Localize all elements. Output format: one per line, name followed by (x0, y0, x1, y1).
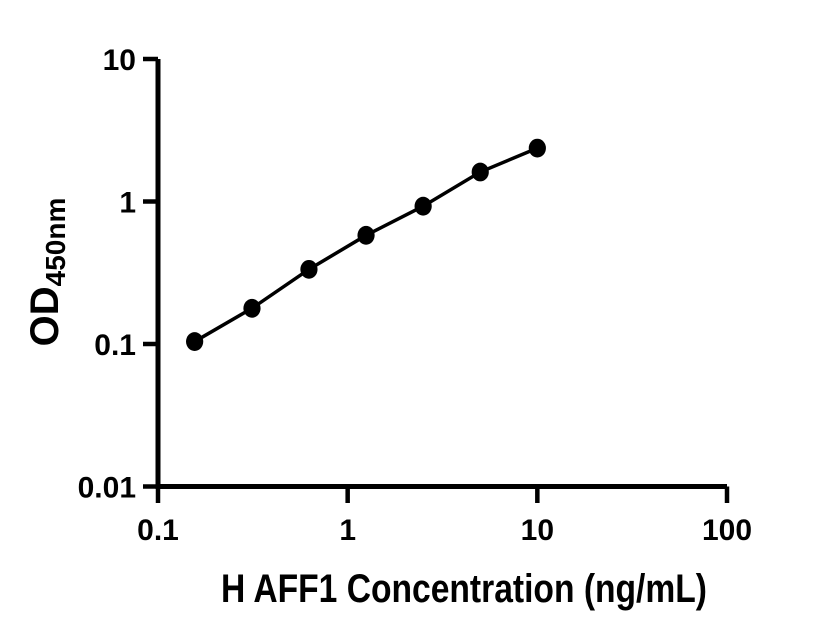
x-tick-label: 1 (339, 514, 356, 547)
data-point (471, 162, 489, 182)
data-point (243, 298, 261, 318)
y-tick-label: 10 (103, 44, 136, 77)
y-tick-label: 0.01 (78, 472, 136, 505)
x-tick-label: 0.1 (137, 514, 179, 547)
y-axis-title-main: OD (23, 286, 67, 346)
y-axis-title: OD450nm (23, 198, 71, 347)
y-tick-label: 0.1 (94, 329, 136, 362)
data-point (357, 225, 375, 245)
data-point (528, 138, 546, 158)
x-tick-label: 10 (521, 514, 554, 547)
axis-spines (155, 59, 727, 489)
series-layer (186, 138, 546, 351)
y-axis-title-subscript: 450nm (40, 198, 71, 287)
data-point (186, 332, 204, 351)
x-axis-title: H AFF1 Concentration (ng/mL) (221, 567, 707, 611)
data-point (300, 259, 318, 279)
data-point (414, 196, 432, 216)
y-tick-label: 1 (119, 187, 136, 220)
x-tick-label: 100 (702, 514, 752, 547)
